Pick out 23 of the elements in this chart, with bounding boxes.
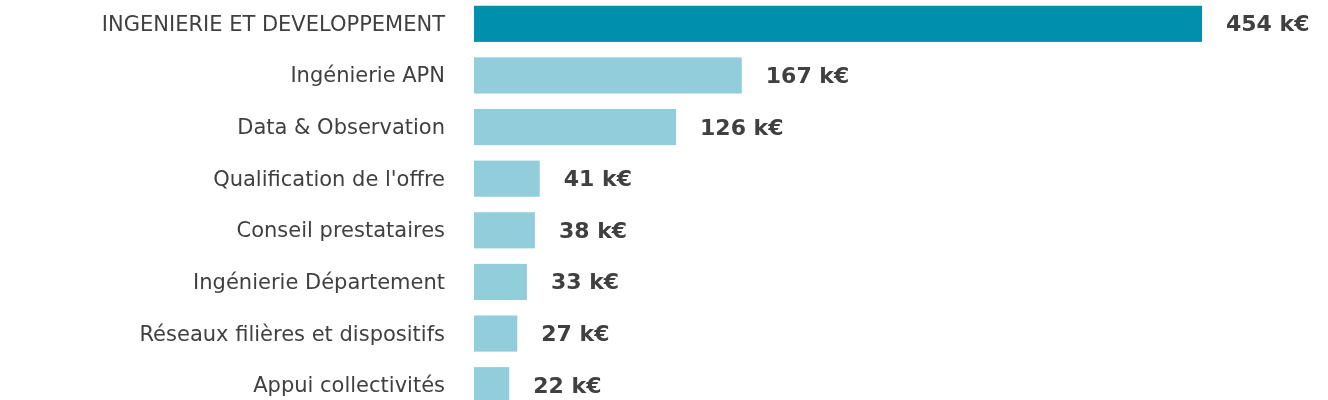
data-label: 167 k€ — [765, 62, 850, 88]
bar — [474, 160, 540, 197]
bar — [474, 212, 535, 249]
y-tick-label: Ingénierie APN — [290, 63, 445, 88]
data-label: 27 k€ — [541, 321, 610, 347]
y-tick-label: INGENIERIE ET DEVELOPPEMENT — [101, 11, 446, 36]
data-label: 33 k€ — [550, 269, 620, 295]
bar — [474, 315, 518, 352]
data-label: 38 k€ — [558, 217, 628, 243]
y-tick-label: Appui collectivités — [253, 373, 445, 398]
y-tick-label: Conseil prestataires — [236, 218, 445, 243]
data-label: 22 k€ — [533, 372, 602, 398]
y-tick-label: Qualification de l'offre — [213, 166, 445, 191]
data-label: 454 k€ — [1226, 11, 1310, 37]
y-tick-label: Réseaux filières et dispositifs — [139, 321, 445, 346]
bar — [474, 108, 677, 146]
y-tick-label: Data & Observation — [237, 115, 445, 140]
bar — [474, 5, 1202, 42]
bar — [474, 263, 527, 301]
bar — [474, 57, 742, 94]
data-label: 126 k€ — [700, 114, 784, 140]
y-tick-label: Ingénierie Département — [193, 269, 445, 294]
data-label: 41 k€ — [563, 166, 632, 192]
